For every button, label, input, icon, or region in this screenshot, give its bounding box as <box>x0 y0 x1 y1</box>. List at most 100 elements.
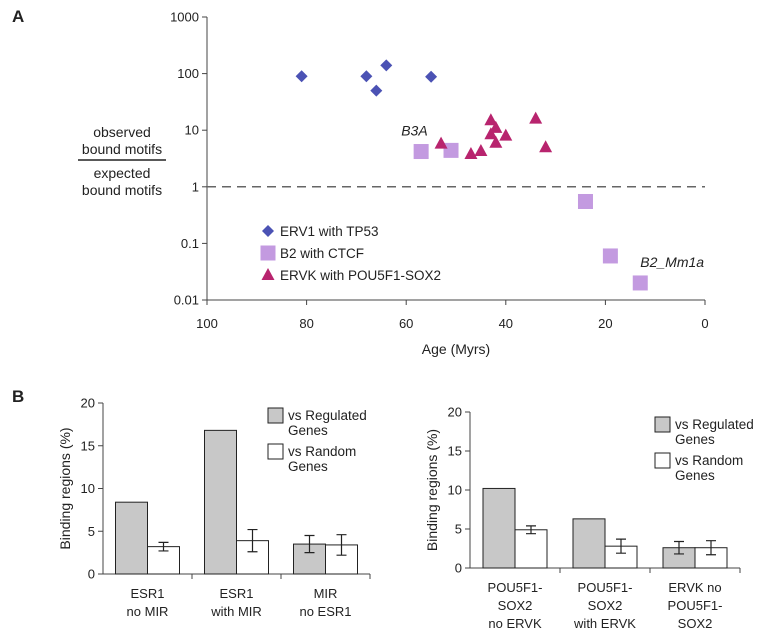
x-tick-label: 80 <box>299 316 313 331</box>
panel-label-b: B <box>12 387 24 406</box>
y-label-numerator: observed <box>93 124 151 140</box>
legend-swatch <box>654 452 671 469</box>
bar-chart-esr1: 0 5 10 15 20 Binding regions (%) ESR1 no MIR ESR… <box>57 396 371 619</box>
data-point-triangle <box>489 120 503 133</box>
legend-label: vs Regulated <box>675 417 754 432</box>
legend-swatch <box>654 416 671 433</box>
y-tick-label: 10 <box>185 123 199 138</box>
x-category-label: SOX2 <box>678 616 713 631</box>
y-tick-label: 0.01 <box>174 293 199 308</box>
y-tick-label: 1000 <box>170 10 199 25</box>
y-label-denominator: bound motifs <box>82 182 162 198</box>
legend-marker <box>261 268 275 280</box>
y-label-denominator: expected <box>94 165 151 181</box>
x-tick-label: 100 <box>196 316 218 331</box>
error-bar <box>526 525 536 535</box>
y-tick-label: 1 <box>192 179 199 194</box>
data-point-square <box>443 142 459 158</box>
bar-chart-pou5f1-sox2: 0 5 10 15 20 Binding regions (%) POU5F1- SOX2 no… <box>424 405 754 632</box>
y-tick-label: 0.1 <box>181 236 199 251</box>
x-category-label: SOX2 <box>498 598 533 613</box>
legend-label: vs Random <box>675 453 743 468</box>
y-tick-label: 20 <box>81 396 95 411</box>
x-category-label: POU5F1- <box>488 580 543 595</box>
data-point-triangle <box>434 136 448 149</box>
x-tick-label: 60 <box>399 316 413 331</box>
data-point-triangle <box>499 128 513 141</box>
x-tick-label: 20 <box>598 316 612 331</box>
x-axis-label: Age (Myrs) <box>422 341 490 357</box>
error-bar <box>336 534 347 556</box>
x-category-label: ERVK no <box>668 580 721 595</box>
data-point-diamond <box>295 70 308 83</box>
y-tick-label: 0 <box>455 561 462 576</box>
y-axis-label: Binding regions (%) <box>424 429 440 551</box>
x-category-label: SOX2 <box>588 598 623 613</box>
error-bar <box>616 538 626 554</box>
y-tick-label: 5 <box>88 524 95 539</box>
y-tick-label: 10 <box>81 481 95 496</box>
error-bar <box>706 540 716 556</box>
legend-label: Genes <box>288 459 328 474</box>
x-category-label: POU5F1- <box>578 580 633 595</box>
y-label-numerator: bound motifs <box>82 141 162 157</box>
legend-swatch <box>267 443 284 460</box>
x-category-label: ESR1 <box>220 586 254 601</box>
error-bar <box>674 540 684 555</box>
legend-label: B2 with CTCF <box>280 246 364 261</box>
bar <box>482 487 516 569</box>
annotation-label: B3A <box>401 123 427 139</box>
x-tick-label: 0 <box>701 316 708 331</box>
data-point-triangle <box>539 140 553 153</box>
data-point-diamond <box>360 70 373 83</box>
x-category-label: with MIR <box>210 604 262 619</box>
bar <box>514 529 548 569</box>
data-point-square <box>632 275 648 291</box>
legend-label: Genes <box>288 423 328 438</box>
data-point-square <box>577 193 593 209</box>
x-tick-label: 40 <box>499 316 513 331</box>
scatter-chart-age-vs-enrichment: 1000 100 10 1 0.1 0.01 100 80 60 40 20 0 Age (Myrs) o… <box>78 10 709 357</box>
data-point-triangle <box>529 111 543 124</box>
y-tick-label: 5 <box>455 522 462 537</box>
y-tick-label: 15 <box>81 438 95 453</box>
legend-label: Genes <box>675 432 715 447</box>
legend-label: ERV1 with TP53 <box>280 224 379 239</box>
legend-label: vs Regulated <box>288 408 367 423</box>
bar <box>204 429 237 575</box>
bar <box>115 501 148 575</box>
error-bar <box>158 541 169 552</box>
x-category-label: POU5F1- <box>668 598 723 613</box>
legend-marker <box>262 225 274 237</box>
legend-label: Genes <box>675 468 715 483</box>
data-point-diamond <box>380 59 393 72</box>
y-tick-label: 10 <box>448 483 462 498</box>
data-point-triangle <box>484 113 498 126</box>
legend-marker <box>260 245 276 261</box>
data-point-triangle <box>474 143 488 156</box>
error-bar <box>247 528 258 553</box>
x-category-label: with ERVK <box>573 616 636 631</box>
x-category-label: MIR <box>314 586 338 601</box>
data-point-triangle <box>489 135 503 148</box>
legend-label: ERVK with POU5F1-SOX2 <box>280 268 441 283</box>
error-bar <box>304 534 315 554</box>
bar <box>572 518 606 569</box>
data-point-triangle <box>484 127 498 140</box>
x-category-label: ESR1 <box>131 586 165 601</box>
data-point-square <box>413 144 429 160</box>
y-axis-label: Binding regions (%) <box>57 427 73 549</box>
data-point-diamond <box>425 70 438 83</box>
x-category-label: no ESR1 <box>299 604 351 619</box>
x-category-label: no MIR <box>127 604 169 619</box>
panel-label-a: A <box>12 7 24 26</box>
y-tick-label: 0 <box>88 567 95 582</box>
legend-label: vs Random <box>288 444 356 459</box>
data-point-triangle <box>464 146 478 159</box>
annotation-label: B2_Mm1a <box>640 254 704 270</box>
legend-swatch <box>267 407 284 424</box>
data-point-square <box>602 248 618 264</box>
y-tick-label: 20 <box>448 405 462 420</box>
y-tick-label: 100 <box>177 66 199 81</box>
